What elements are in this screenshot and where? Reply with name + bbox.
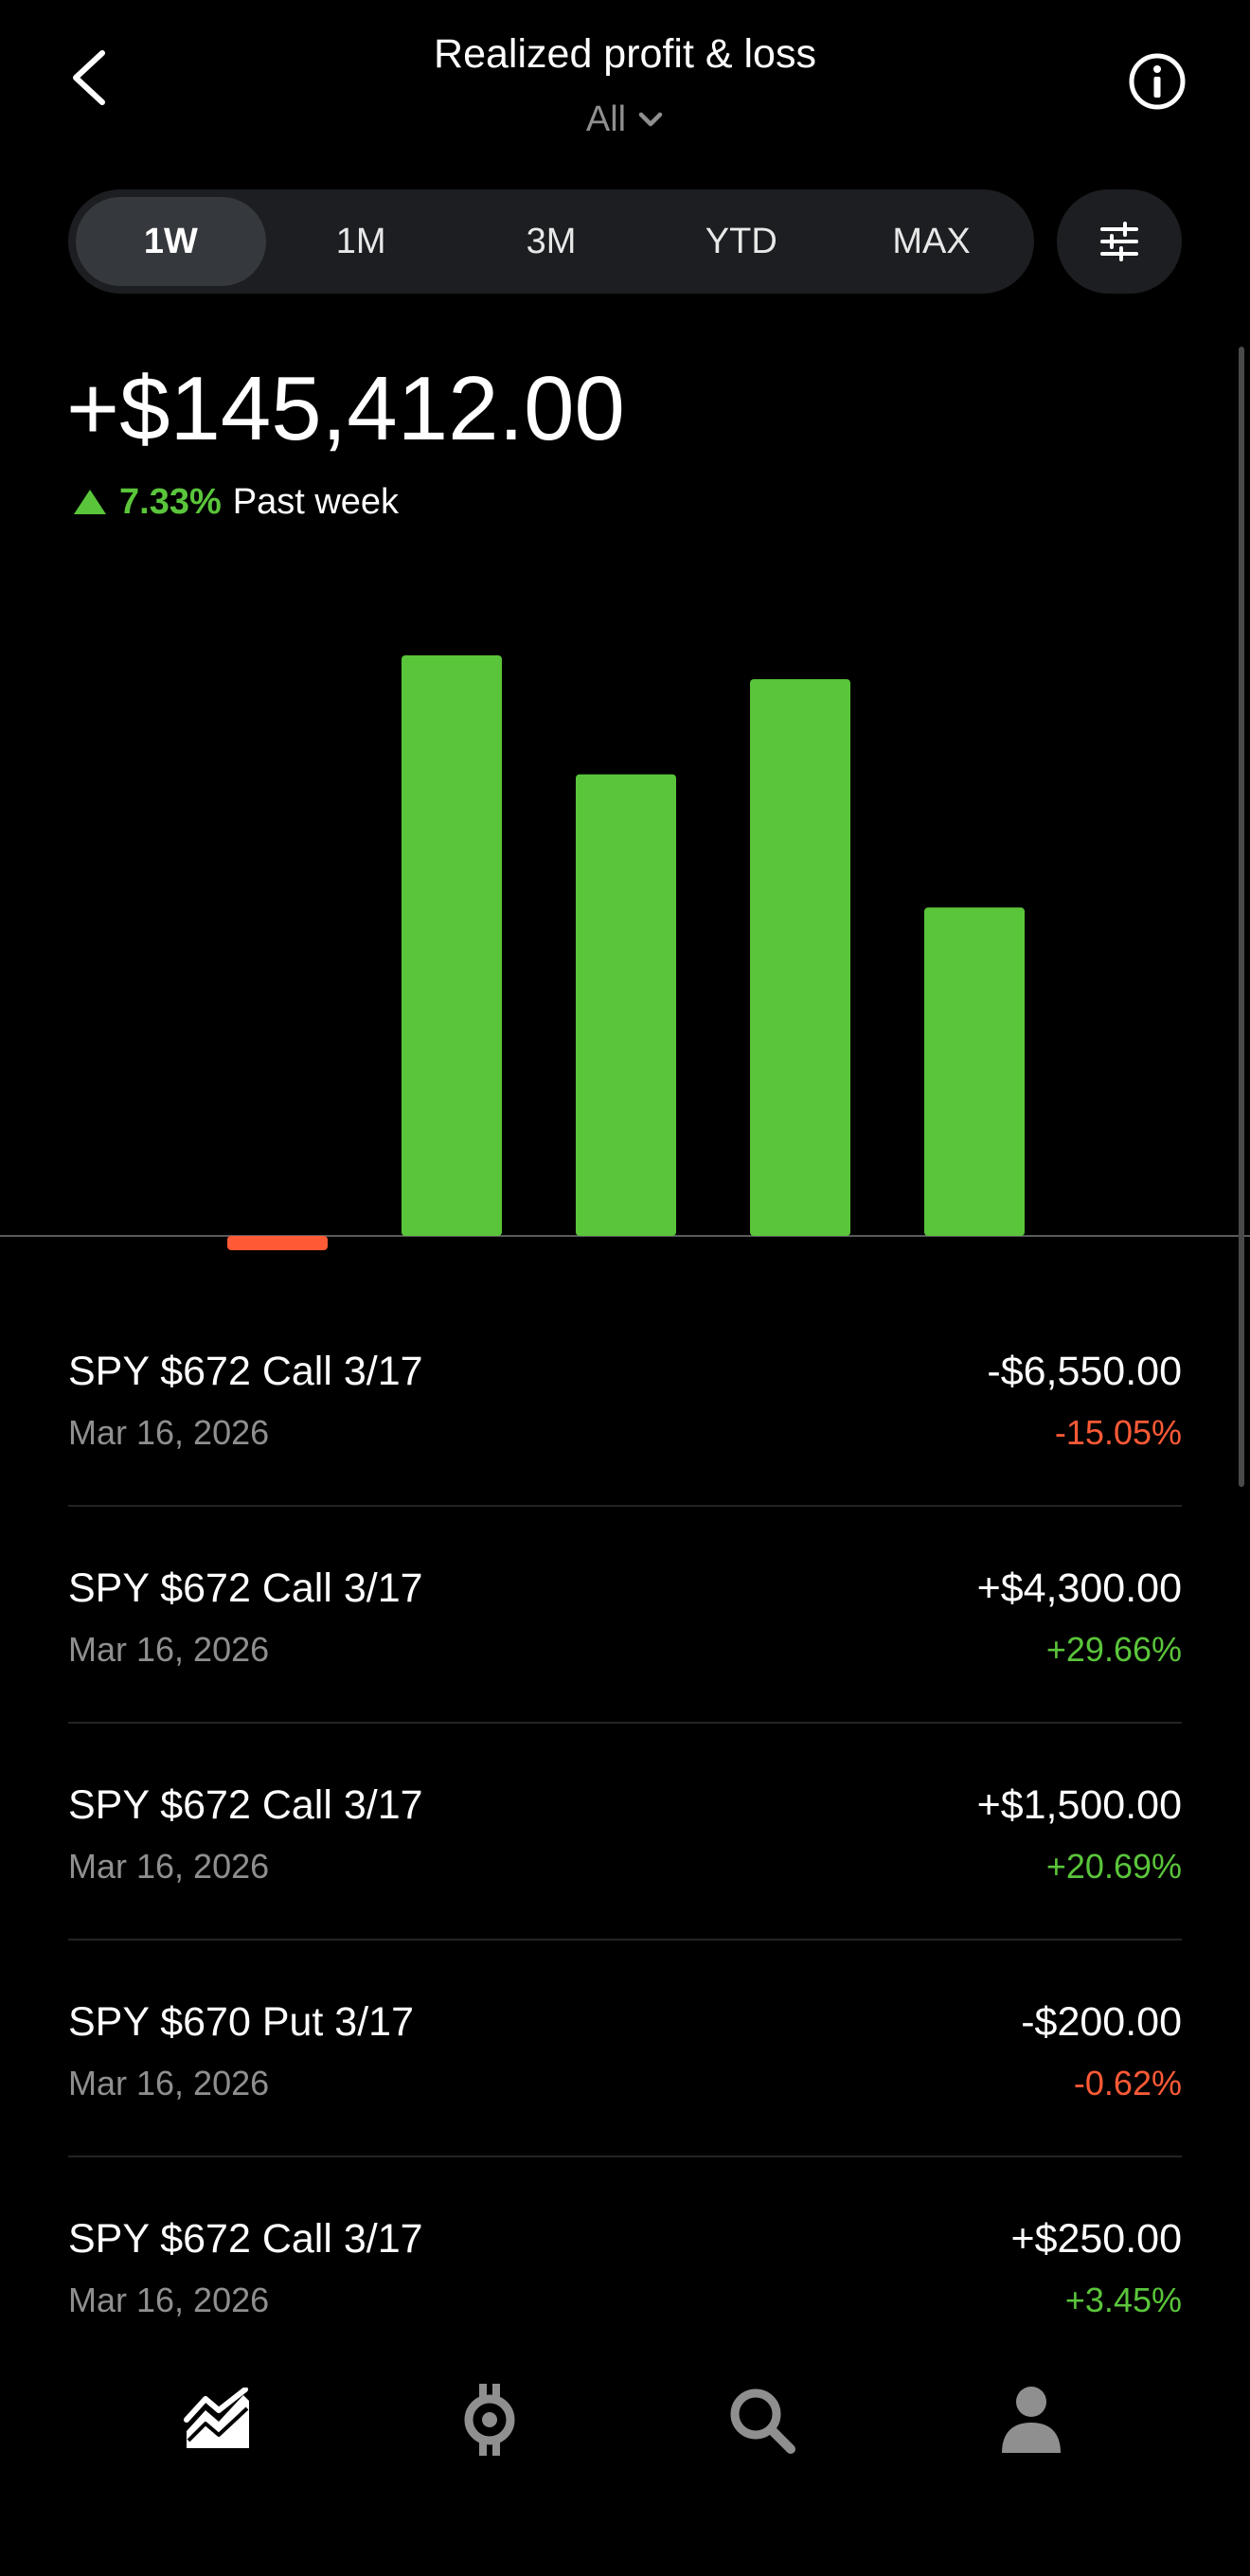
nav-investing[interactable] <box>166 2368 270 2472</box>
tx-amount: -$200.00 <box>1021 1999 1182 2045</box>
sliders-icon <box>1100 222 1138 261</box>
tx-amount: +$4,300.00 <box>976 1565 1182 1611</box>
tx-date: Mar 16, 2026 <box>68 2281 270 2319</box>
tx-percent: -15.05% <box>1054 1413 1182 1452</box>
chart-bar-4[interactable] <box>750 679 850 1236</box>
nav-crypto[interactable] <box>438 2368 542 2472</box>
list-item[interactable]: SPY $672 Call 3/17 Mar 16, 2026 -$6,550.… <box>68 1290 1182 1507</box>
tab-1w[interactable]: 1W <box>76 197 266 286</box>
tx-name: SPY $672 Call 3/17 <box>68 2216 423 2262</box>
tx-percent: -0.62% <box>1073 2064 1182 2102</box>
crypto-icon <box>464 2384 515 2456</box>
tab-1m[interactable]: 1M <box>335 221 386 261</box>
tx-amount: +$250.00 <box>1010 2216 1182 2262</box>
back-chevron-icon <box>73 50 105 105</box>
account-filter-label: All <box>585 98 627 139</box>
tab-3m[interactable]: 3M <box>526 221 577 261</box>
chart-bar-2[interactable] <box>402 655 502 1236</box>
search-icon <box>730 2388 795 2454</box>
change-row: 7.33% Past week <box>72 475 399 528</box>
tab-max[interactable]: MAX <box>892 221 971 261</box>
tx-date: Mar 16, 2026 <box>68 1413 270 1452</box>
list-item[interactable]: SPY $672 Call 3/17 Mar 16, 2026 +$1,500.… <box>68 1724 1182 1941</box>
account-filter-dropdown[interactable]: All <box>530 93 720 146</box>
tx-name: SPY $672 Call 3/17 <box>68 1565 423 1611</box>
tx-percent: +3.45% <box>1064 2281 1182 2319</box>
info-icon <box>1129 53 1186 110</box>
nav-account[interactable] <box>979 2368 1083 2472</box>
tx-percent: +20.69% <box>1045 1847 1182 1886</box>
time-range-selector: 1W 1M 3M YTD MAX <box>68 189 1034 294</box>
tx-date: Mar 16, 2026 <box>68 1630 270 1669</box>
tx-amount: +$1,500.00 <box>976 1782 1182 1828</box>
back-button[interactable] <box>55 42 121 114</box>
list-item[interactable]: SPY $672 Call 3/17 Mar 16, 2026 +$250.00… <box>68 2157 1182 2374</box>
scrollbar[interactable] <box>1239 347 1244 1487</box>
tx-name: SPY $672 Call 3/17 <box>68 1782 423 1828</box>
filters-button[interactable] <box>1057 189 1182 294</box>
tx-percent: +29.66% <box>1045 1630 1182 1669</box>
tx-name: SPY $670 Put 3/17 <box>68 1999 414 2045</box>
list-item[interactable]: SPY $672 Call 3/17 Mar 16, 2026 +$4,300.… <box>68 1507 1182 1724</box>
list-item[interactable]: SPY $670 Put 3/17 Mar 16, 2026 -$200.00 … <box>68 1941 1182 2157</box>
tab-ytd[interactable]: YTD <box>705 221 777 261</box>
info-button[interactable] <box>1127 51 1188 112</box>
change-percent: 7.33% <box>119 481 222 522</box>
account-icon <box>1002 2387 1061 2453</box>
up-triangle-icon <box>74 490 106 514</box>
tx-date: Mar 16, 2026 <box>68 2064 270 2102</box>
tx-name: SPY $672 Call 3/17 <box>68 1349 423 1394</box>
tx-amount: -$6,550.00 <box>987 1349 1182 1394</box>
chevron-down-icon <box>638 112 663 127</box>
chart-bar-3[interactable] <box>576 774 676 1236</box>
change-period: Past week <box>232 481 400 522</box>
pnl-bar-chart[interactable] <box>0 568 1250 1269</box>
transactions-list: SPY $672 Call 3/17 Mar 16, 2026 -$6,550.… <box>68 1290 1182 2374</box>
investing-chart-icon <box>184 2388 249 2448</box>
tx-date: Mar 16, 2026 <box>68 1847 270 1886</box>
nav-search[interactable] <box>709 2368 813 2472</box>
total-realized-value: +$145,412.00 <box>66 358 625 459</box>
chart-bar-5[interactable] <box>924 907 1025 1236</box>
chart-bar-1[interactable] <box>227 1236 328 1251</box>
bottom-navigation <box>0 2349 1250 2576</box>
page-title: Realized profit & loss <box>434 31 816 77</box>
